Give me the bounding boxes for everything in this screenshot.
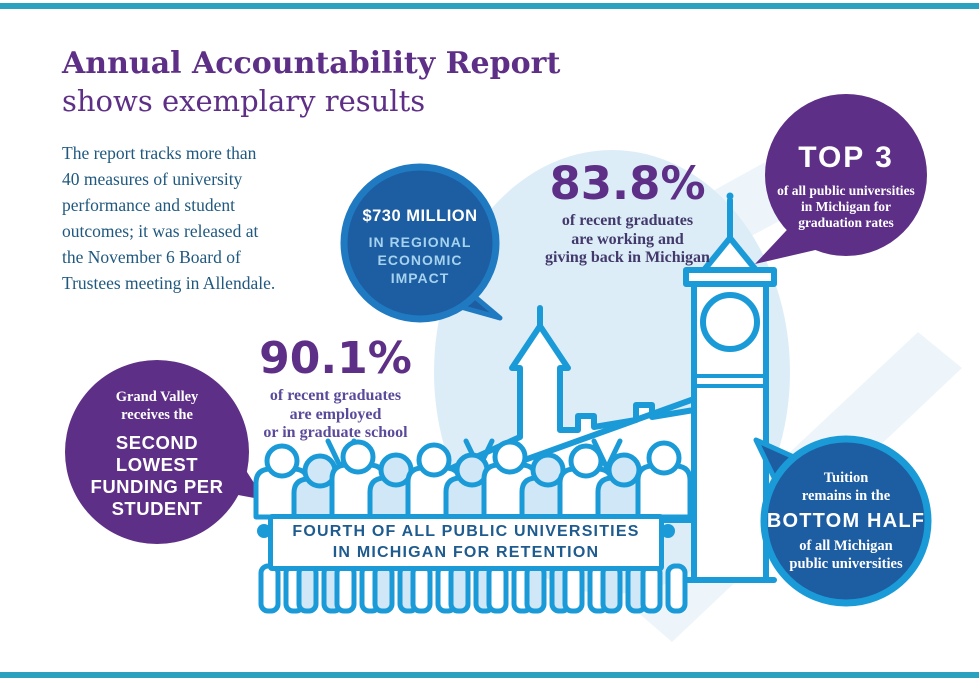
stat-employed-value: 90.1% (259, 333, 412, 384)
speech-bubble-economic-impact (340, 163, 503, 323)
page-title-line2: shows exemplary results (62, 84, 426, 118)
bottom-edge-rule (0, 672, 979, 678)
funding-headline: SECOND LOWEST FUNDING PER STUDENT (90, 432, 224, 519)
tower-cap (683, 267, 777, 287)
stat-working-caption: of recent graduates are working and givi… (545, 212, 710, 266)
speech-bubble-top3 (755, 94, 927, 264)
spire-tip (726, 192, 734, 200)
economic-impact-callout: $730 MILLION IN REGIONAL ECONOMIC IMPACT (336, 207, 504, 287)
top3-callout: TOP 3 of all public universities in Mich… (762, 141, 930, 231)
funding-intro: Grand Valley receives the (115, 389, 199, 423)
tuition-callout: Tuition remains in the BOTTOM HALF of al… (760, 469, 932, 573)
tower-roof (701, 235, 759, 273)
speech-bubble-tuition (753, 435, 932, 607)
top3-caption: of all public universities in Michigan f… (777, 183, 915, 230)
tuition-headline: BOTTOM HALF (766, 510, 926, 532)
clock-face (700, 292, 760, 352)
economic-impact-caption: IN REGIONAL ECONOMIC IMPACT (368, 234, 472, 286)
stat-working-value: 83.8% (549, 157, 706, 210)
retention-banner: FOURTH OF ALL PUBLIC UNIVERSITIES IN MIC… (268, 514, 664, 571)
stat-employed-caption: of recent graduates are employed or in g… (263, 387, 408, 441)
banner-hand (661, 524, 675, 538)
crowd-illustration (253, 438, 693, 614)
page-title-line1: Annual Accountability Report (62, 46, 561, 81)
banner-hand (257, 524, 271, 538)
retention-banner-text: FOURTH OF ALL PUBLIC UNIVERSITIES IN MIC… (292, 523, 640, 561)
funding-callout: Grand Valley receives the SECOND LOWEST … (69, 388, 245, 520)
top-edge-rule (0, 3, 979, 9)
tuition-intro: Tuition remains in the (801, 470, 891, 504)
top3-headline: TOP 3 (798, 141, 894, 174)
intro-paragraph: The report tracks more than 40 measures … (62, 143, 276, 293)
page-title: Annual Accountability Report shows exemp… (62, 44, 560, 120)
economic-impact-headline: $730 MILLION (362, 207, 478, 225)
stat-employed-graduates: 90.1% of recent graduates are employed o… (233, 335, 438, 443)
tuition-caption: of all Michigan public universities (789, 538, 903, 572)
stat-working-graduates: 83.8% of recent graduates are working an… (525, 160, 730, 268)
